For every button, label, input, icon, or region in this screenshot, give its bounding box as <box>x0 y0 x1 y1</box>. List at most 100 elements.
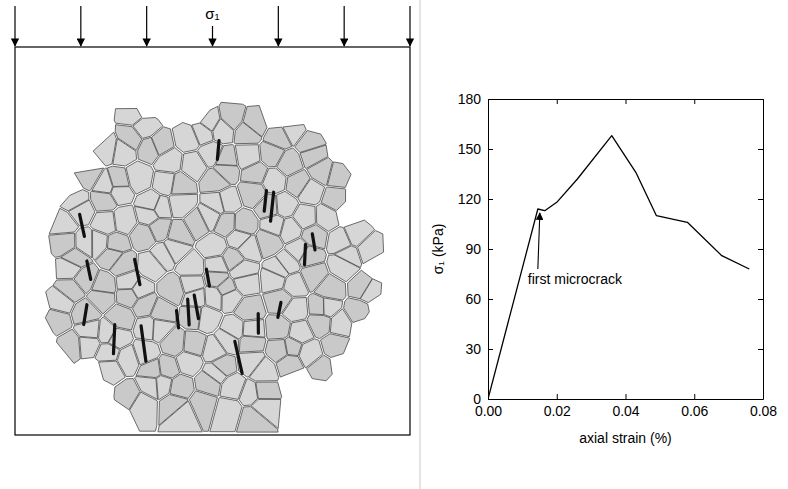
microcrack <box>113 325 114 354</box>
y-tick: 90 <box>465 241 493 257</box>
grain <box>314 274 346 301</box>
y-tick: 150 <box>458 141 493 157</box>
x-tick-top <box>488 99 489 104</box>
x-tick-mark <box>694 394 695 399</box>
grain <box>73 320 99 338</box>
figure: σ₁0.000.020.040.060.080306090120150180ax… <box>0 0 788 489</box>
annotations: first microcrack <box>528 213 623 287</box>
x-axis-title: axial strain (%) <box>579 430 672 446</box>
y-tick-label: 180 <box>458 91 482 107</box>
y-tick-right <box>758 249 763 250</box>
load-label: σ₁ <box>205 5 219 22</box>
load-arrow <box>14 6 15 46</box>
chart: 0.000.020.040.060.080306090120150180axia… <box>430 91 778 446</box>
y-tick: 120 <box>458 191 493 207</box>
grain <box>282 298 308 322</box>
grain <box>213 165 240 185</box>
grain <box>150 242 175 271</box>
y-tick-right <box>758 199 763 200</box>
y-tick-label: 0 <box>473 391 481 407</box>
y-tick-mark-right <box>758 99 763 100</box>
grain <box>256 382 282 399</box>
x-tick-mark-top <box>488 99 489 104</box>
y-tick-mark <box>488 349 493 350</box>
grain <box>172 171 198 194</box>
y-tick-right <box>758 399 763 400</box>
microcrack <box>80 214 85 236</box>
annotation-arrow <box>538 213 540 269</box>
microcrack <box>194 295 198 318</box>
y-tick-label: 150 <box>458 141 482 157</box>
frame-right <box>763 100 764 400</box>
grain <box>243 320 265 338</box>
grain <box>234 274 261 296</box>
load-arrow <box>212 26 213 46</box>
grain <box>251 399 281 428</box>
load-arrow <box>409 6 410 46</box>
y-axis-right <box>758 100 764 400</box>
microcrack <box>257 314 260 334</box>
plot-lines <box>488 136 749 399</box>
microcrack <box>84 305 87 325</box>
grain <box>234 122 262 144</box>
grain <box>181 288 205 306</box>
grain <box>360 279 381 303</box>
grain <box>334 246 361 268</box>
x-axis-line <box>489 399 764 400</box>
grain <box>327 162 351 188</box>
x-tick-top <box>694 99 695 104</box>
grain <box>308 294 324 315</box>
x-tick-label: 0.02 <box>544 403 571 419</box>
x-tick-mark-top <box>557 99 558 104</box>
x-tick-mark <box>557 394 558 399</box>
y-tick-mark <box>488 399 493 400</box>
grain <box>275 249 300 274</box>
y-tick: 30 <box>465 341 493 357</box>
grain <box>358 231 384 264</box>
grain <box>130 392 158 431</box>
grain <box>93 132 116 166</box>
annotation-text: first microcrack <box>528 271 623 287</box>
grain <box>192 123 213 145</box>
y-tick-right <box>758 349 763 350</box>
microcrack <box>271 192 274 221</box>
y-tick-label: 120 <box>458 191 482 207</box>
grain <box>260 268 285 293</box>
y-tick-mark-right <box>758 199 763 200</box>
x-tick: 0.04 <box>612 394 639 419</box>
y-axis: 0 30 60 90 120 150 180 <box>458 91 493 407</box>
grain <box>195 233 227 258</box>
y-tick-mark <box>488 249 493 250</box>
y-tick-label: 60 <box>465 291 481 307</box>
y-tick-mark-right <box>758 399 763 400</box>
x-tick-mark-top <box>694 99 695 104</box>
diagram: σ₁ <box>15 0 420 489</box>
microcrack <box>141 326 146 361</box>
grain <box>307 315 330 339</box>
microcrack <box>87 261 91 279</box>
grain <box>153 148 182 173</box>
grains <box>45 102 383 432</box>
x-tick-top <box>557 99 558 104</box>
x-tick-label: 0.06 <box>681 403 708 419</box>
specimen-box <box>15 47 410 435</box>
microcrack <box>303 244 307 264</box>
microcrack <box>177 311 179 328</box>
grain <box>307 355 333 381</box>
microcrack <box>135 259 140 284</box>
y-tick-mark <box>488 299 493 300</box>
grain <box>136 359 160 378</box>
grain <box>104 304 135 330</box>
grain <box>293 204 316 229</box>
y-tick-mark <box>488 199 493 200</box>
x-tick-mark-top <box>626 99 627 104</box>
grain <box>152 171 174 195</box>
x-axis-top <box>489 99 764 104</box>
grain <box>56 329 80 363</box>
grain <box>285 337 302 356</box>
grain <box>107 166 129 186</box>
grain <box>239 336 266 352</box>
microcrack <box>217 141 219 160</box>
microcrack <box>278 302 281 317</box>
grain <box>212 355 237 376</box>
